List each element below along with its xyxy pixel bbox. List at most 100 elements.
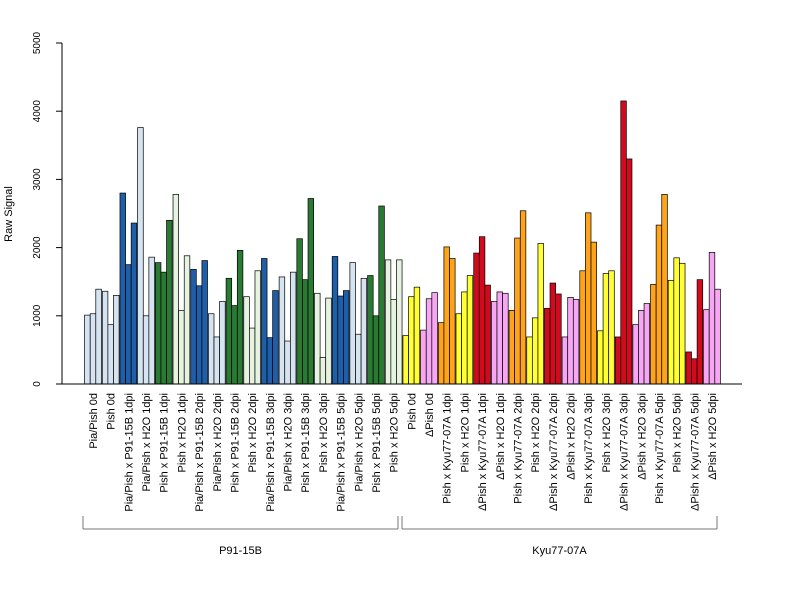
bar	[572, 299, 580, 385]
bar	[349, 262, 356, 385]
bar	[261, 258, 268, 385]
category-labels: Pia/Pish 0d Pish 0d Pia/Pish x P91-15B 1dp…	[88, 393, 719, 512]
bar	[113, 294, 120, 385]
bar	[519, 210, 527, 385]
bar-group	[473, 236, 491, 385]
bar-group	[331, 256, 350, 385]
bar	[673, 257, 680, 385]
category-label: Pish x Kyu77-07A 5dpi	[654, 393, 666, 504]
bar	[89, 313, 97, 385]
bar	[691, 358, 698, 385]
category-label: Pish x H2O 5dpi	[389, 393, 401, 472]
bar	[337, 295, 344, 385]
bar	[360, 277, 368, 385]
bar-group	[614, 100, 633, 385]
bar	[508, 309, 516, 385]
bar	[119, 192, 126, 385]
bar-group	[667, 257, 686, 385]
bar	[502, 292, 509, 385]
bar-group	[84, 288, 102, 385]
bar	[608, 270, 615, 385]
y-tick-label: 2000	[32, 236, 43, 259]
bar	[626, 158, 633, 385]
group-brackets: P91-15B Kyu77-07A	[82, 516, 718, 557]
bar	[526, 336, 533, 385]
bar	[231, 305, 238, 385]
bar	[437, 322, 445, 385]
bar	[585, 212, 592, 385]
bar-group	[101, 290, 120, 385]
bar	[443, 246, 450, 385]
bar	[478, 236, 486, 385]
bar-group	[508, 210, 527, 385]
bar	[661, 194, 668, 385]
bar	[195, 285, 203, 385]
bar-group	[402, 286, 421, 385]
bar	[396, 259, 403, 385]
bar	[166, 219, 173, 385]
bar	[531, 317, 539, 385]
bar	[84, 314, 91, 385]
bar	[461, 291, 468, 385]
y-tick-label: 5000	[32, 31, 43, 54]
category-label: Pish x P91-15B 2dpi	[229, 393, 241, 493]
bar	[384, 259, 392, 385]
bar-group	[384, 259, 403, 385]
category-label: Pish x P91-15B 1dpi	[159, 393, 171, 493]
category-label: Pish x H2O 2dpi	[530, 393, 542, 472]
category-label: ΔPish x H2O 1dpi	[495, 393, 507, 480]
bar-group	[296, 198, 314, 385]
group-label: P91-15B	[219, 545, 262, 557]
y-axis: 0 1000 2000 3000 4000 5000	[32, 31, 63, 387]
category-label: Pia/Pish x H2O 3dpi	[283, 393, 295, 491]
bar-group	[225, 249, 244, 385]
bar	[390, 299, 397, 385]
bar	[208, 313, 215, 385]
bar	[708, 252, 716, 385]
bar	[413, 286, 421, 385]
bar	[597, 330, 604, 385]
bar	[183, 255, 191, 385]
bar-group	[561, 297, 580, 385]
bar	[620, 100, 627, 385]
bar	[567, 297, 574, 385]
bar	[284, 340, 291, 385]
bar	[331, 256, 339, 385]
bar	[278, 276, 286, 385]
bar	[148, 256, 155, 385]
bar-group	[367, 205, 385, 385]
category-label: Pia/Pish x H2O 1dpi	[141, 393, 153, 491]
bar	[703, 309, 710, 385]
y-tick-label: 1000	[32, 304, 43, 327]
group-label: Kyu77-07A	[532, 545, 587, 557]
bar	[325, 297, 332, 385]
bar	[549, 282, 556, 385]
category-label: Pish x Kyu77-07A 2dpi	[512, 393, 524, 504]
bar	[249, 327, 256, 385]
bar	[225, 277, 233, 385]
bar	[425, 298, 433, 385]
bar	[561, 336, 569, 385]
category-label: Pish x H2O 2dpi	[247, 393, 259, 472]
bar	[602, 273, 610, 385]
bar-group	[119, 192, 138, 385]
bar	[372, 315, 380, 385]
bar-group	[632, 303, 651, 385]
bar	[466, 275, 474, 385]
bar-group	[278, 271, 297, 385]
bar	[655, 224, 663, 385]
category-label: Pish x H2O 5dpi	[672, 393, 684, 472]
bar	[243, 296, 250, 385]
category-label: Pia/Pish x P91-15B 1dpi	[123, 393, 135, 512]
bar	[679, 262, 686, 385]
bar-group	[544, 282, 562, 385]
category-label: ΔPish 0d	[424, 393, 436, 437]
bar-group	[172, 194, 191, 385]
category-label: Pish x H2O 1dpi	[459, 393, 471, 472]
y-axis-title: Raw Signal	[3, 186, 15, 242]
bar-group	[579, 212, 597, 385]
bar	[190, 269, 197, 385]
bar	[544, 307, 551, 385]
bar	[125, 264, 132, 385]
bar-group	[685, 279, 704, 385]
